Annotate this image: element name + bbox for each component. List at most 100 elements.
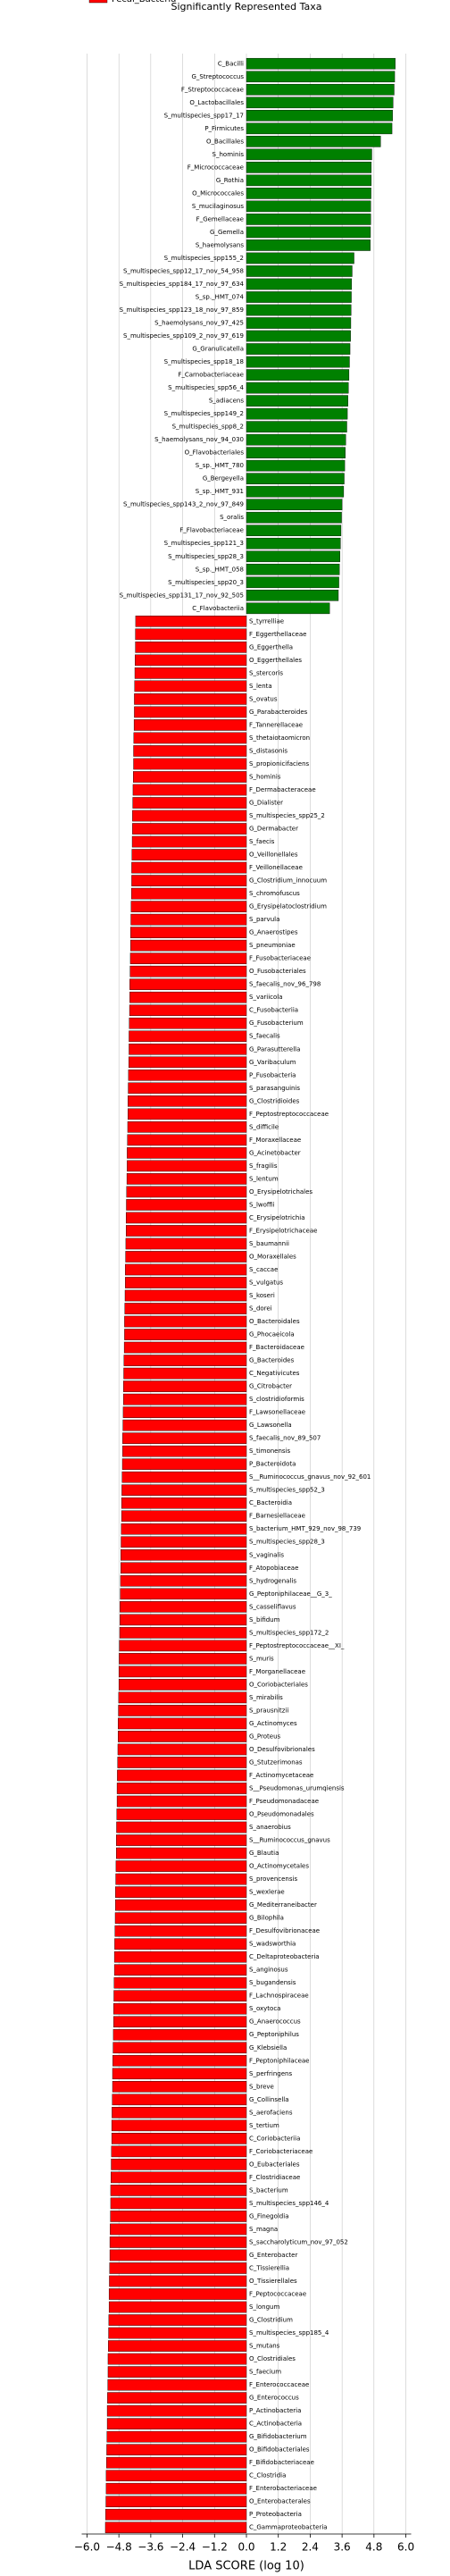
bar-label: G_Collinsella: [249, 2096, 289, 2103]
bar-label: G_Lawsonella: [249, 1422, 292, 1429]
x-tick-label: −2.4: [170, 2541, 196, 2554]
bar: [120, 1574, 247, 1587]
bar-label: P_Bacteroidota: [249, 1461, 296, 1468]
bar-label: O_Lactobacillales: [189, 99, 244, 106]
bar: [133, 745, 247, 757]
bar-label: F_Peptococcaceae: [249, 2291, 306, 2298]
bar-label: F_Enterobacteriaceae: [249, 2485, 317, 2492]
bar-label: F_Lachnospiraceae: [249, 1993, 309, 2000]
bar: [133, 771, 247, 783]
bar: [108, 2314, 247, 2326]
bar: [133, 719, 247, 731]
x-tick-label: 3.6: [334, 2541, 351, 2554]
bar: [128, 1082, 247, 1095]
bar: [111, 2159, 247, 2170]
bar: [118, 1679, 247, 1691]
bar: [134, 706, 247, 718]
bar-label: O_Bacteroidales: [249, 1318, 300, 1325]
bar: [106, 2430, 247, 2443]
bar-label: G_Bifidobacterium: [249, 2433, 307, 2440]
bar-label: S_hominis: [212, 151, 245, 158]
bar: [111, 2133, 247, 2144]
bar: [110, 2223, 247, 2236]
x-tick-label: −6.0: [74, 2541, 100, 2554]
bar: [246, 356, 350, 368]
bar-label: S_multispecies_spp155_2: [164, 255, 244, 262]
bar-label: S_perfringens: [249, 2070, 292, 2077]
bar-label: C_Actinobacteria: [249, 2421, 302, 2428]
bar-label: O_Moraxellales: [249, 1253, 296, 1260]
bar-label: G_Erysipelatoclostridium: [249, 903, 327, 910]
bar-label: S_bacterium: [249, 2186, 288, 2194]
bar-label: S_multispecies_spp56_4: [168, 384, 244, 391]
bar: [246, 369, 350, 381]
bar: [129, 1043, 247, 1055]
bar-label: G_Streptococcus: [191, 73, 244, 80]
x-axis-label: LDA SCORE (log 10): [188, 2560, 304, 2573]
bar-label: S_multispecies_spp149_2: [164, 410, 244, 417]
bar: [114, 1925, 247, 1937]
x-tick-label: −4.8: [106, 2541, 132, 2554]
bar: [112, 2107, 247, 2119]
bar: [131, 875, 247, 886]
bar: [112, 2028, 247, 2041]
bar-label: C_Deltaproteobacteria: [249, 1953, 320, 1960]
bar: [125, 1251, 247, 1263]
bar: [112, 2081, 247, 2093]
bar-label: C_Gammaproteobacteria: [249, 2524, 328, 2531]
bar-label: S_wexlerae: [249, 1889, 285, 1896]
bar: [246, 563, 340, 575]
bar: [122, 1445, 247, 1457]
bar-label: G_Granulicatella: [192, 346, 244, 353]
x-tick-label: −1.2: [202, 2541, 228, 2554]
bar: [111, 2145, 247, 2158]
bar-label: F_Gemellaceae: [196, 215, 244, 222]
bar: [114, 1912, 247, 1924]
bar: [105, 2508, 247, 2521]
x-tick-label: 2.4: [302, 2541, 319, 2554]
bar-label: O_Bacillales: [206, 138, 244, 145]
bar-label: O_Actinomycetales: [249, 1863, 309, 1870]
bar-label: S_faecis: [249, 838, 275, 845]
bar-label: G_Eggerthella: [249, 643, 293, 650]
bar: [246, 188, 371, 199]
bar: [112, 2054, 247, 2067]
bar-label: F_Actinomycetaceae: [249, 1772, 313, 1779]
bar: [246, 421, 347, 432]
bar: [124, 1303, 247, 1314]
bar-label: F_Micrococcaceae: [188, 164, 244, 171]
bar-label: G_Stutzerimonas: [249, 1758, 303, 1766]
bar-label: G_Enterococcus: [249, 2395, 299, 2402]
bar: [133, 732, 247, 744]
bar-label: S_pneumoniae: [249, 942, 296, 949]
bar: [105, 2470, 247, 2481]
bar: [129, 952, 247, 964]
bar: [109, 2262, 247, 2274]
bar-label: S_wadsworthia: [249, 1941, 296, 1948]
bar: [115, 1834, 247, 1846]
bar: [128, 1095, 247, 1107]
bar: [108, 2301, 247, 2313]
bar-label: S_mirabilis: [249, 1694, 283, 1701]
bar: [121, 1562, 247, 1574]
bar-label: S_multispecies_spp18_18: [164, 358, 244, 365]
bar-label: F_Streptococcaceae: [181, 86, 244, 93]
bar-label: S_multispecies_spp8_2: [172, 424, 244, 431]
x-tick-label: 0.0: [238, 2541, 254, 2554]
bar-label: S_stercoris: [249, 669, 283, 676]
bar-label: S_hominis: [249, 773, 281, 780]
bar-label: P_Firmicutes: [204, 125, 244, 132]
bar: [131, 849, 247, 860]
bar-label: C_Bacilli: [218, 60, 244, 67]
bar-label: F_Carnobacteriaceae: [178, 372, 244, 379]
bar: [108, 2288, 247, 2300]
x-tick-label: 1.2: [270, 2541, 287, 2554]
bar: [125, 1238, 247, 1250]
bar-label: S_tertium: [249, 2122, 279, 2129]
bar: [120, 1588, 247, 1600]
bar: [246, 83, 395, 96]
bar: [113, 1964, 247, 1976]
bar-label: F_Atopobiaceae: [249, 1565, 298, 1572]
bar: [105, 2496, 247, 2508]
bar: [121, 1536, 247, 1548]
